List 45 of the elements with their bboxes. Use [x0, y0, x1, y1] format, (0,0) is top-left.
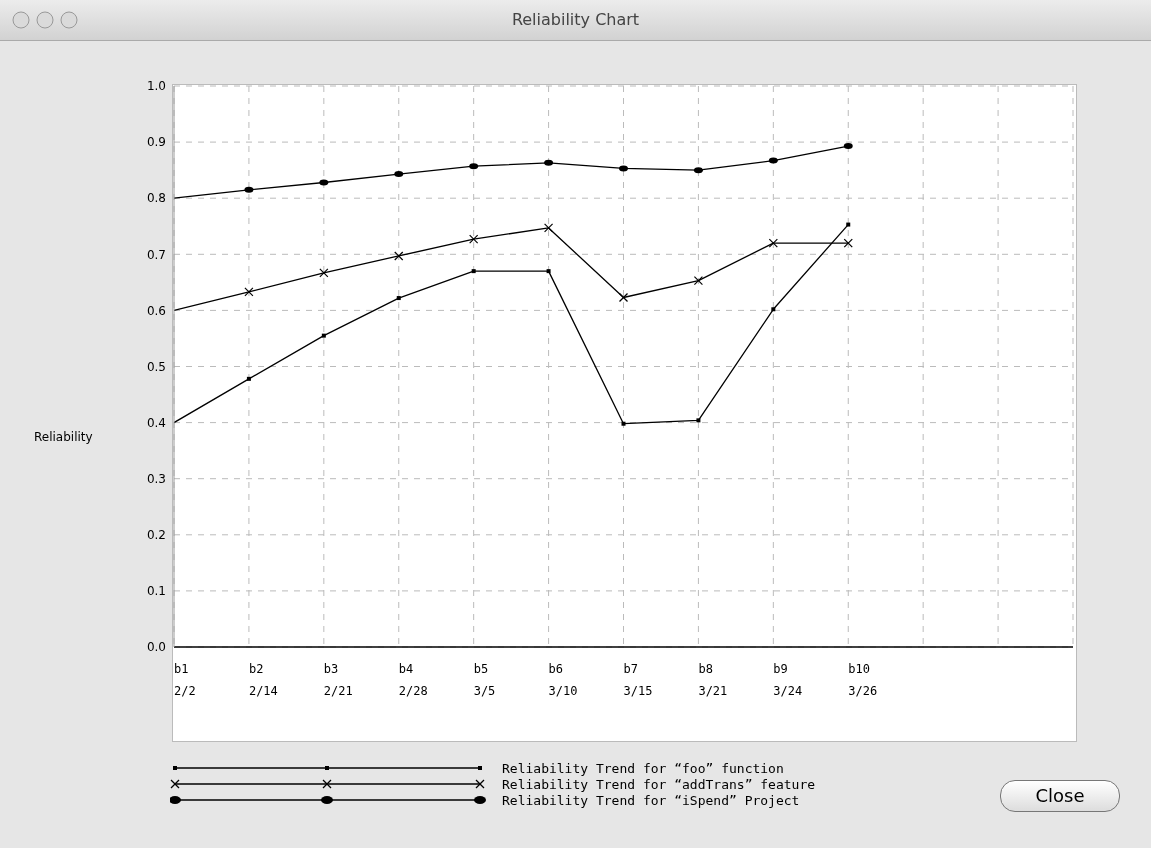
point [471, 269, 476, 274]
x-tick-label: b5 3/5 [473, 662, 496, 698]
point [319, 179, 329, 186]
y-tick-label: 0.8 [146, 191, 166, 206]
x-tick-label: b10 3/26 [848, 662, 878, 698]
x-tick-label: b4 2/28 [398, 662, 428, 698]
point [771, 307, 776, 312]
x-tick-label: b2 2/14 [248, 662, 278, 698]
legend-label: Reliability Trend for “addTrans” feature [502, 776, 816, 792]
y-tick-label: 0.0 [146, 640, 166, 655]
x-tick-label: b7 3/15 [623, 662, 653, 698]
x-tick-label: b6 3/10 [548, 662, 578, 698]
y-tick-label: 0.9 [146, 135, 166, 150]
point [394, 171, 404, 178]
y-tick-label: 0.1 [146, 584, 166, 599]
point [546, 269, 551, 274]
x-tick-label: b3 2/21 [323, 662, 353, 698]
y-tick-label: 0.7 [146, 247, 166, 262]
y-tick-label: 0.4 [146, 415, 166, 430]
y-tick-label: 0.2 [146, 528, 166, 543]
y-tick-label: 0.3 [146, 471, 166, 486]
point [544, 159, 554, 166]
legend-label: Reliability Trend for “foo” function [502, 760, 784, 776]
point [244, 186, 254, 193]
point [768, 157, 778, 164]
legend-label: Reliability Trend for “iSpend” Project [502, 792, 800, 808]
point [846, 222, 851, 227]
x-tick-label: b9 3/24 [773, 662, 803, 698]
point [693, 167, 703, 174]
point [696, 418, 701, 423]
y-tick-label: 0.5 [146, 359, 166, 374]
y-axis-title: Reliability [34, 430, 93, 444]
point [619, 165, 628, 172]
chart-title: Reliability Chart [510, 10, 641, 29]
point [246, 376, 251, 381]
point [396, 296, 401, 301]
y-tick-label: 0.6 [146, 303, 166, 318]
point [621, 421, 626, 426]
x-tick-label: b1 2/2 [174, 662, 196, 698]
y-tick-label: 1.0 [146, 79, 166, 94]
point [843, 143, 853, 150]
point [321, 333, 326, 338]
x-tick-label: b8 3/21 [698, 662, 728, 698]
text: Close [1000, 780, 1120, 812]
point [469, 163, 479, 170]
